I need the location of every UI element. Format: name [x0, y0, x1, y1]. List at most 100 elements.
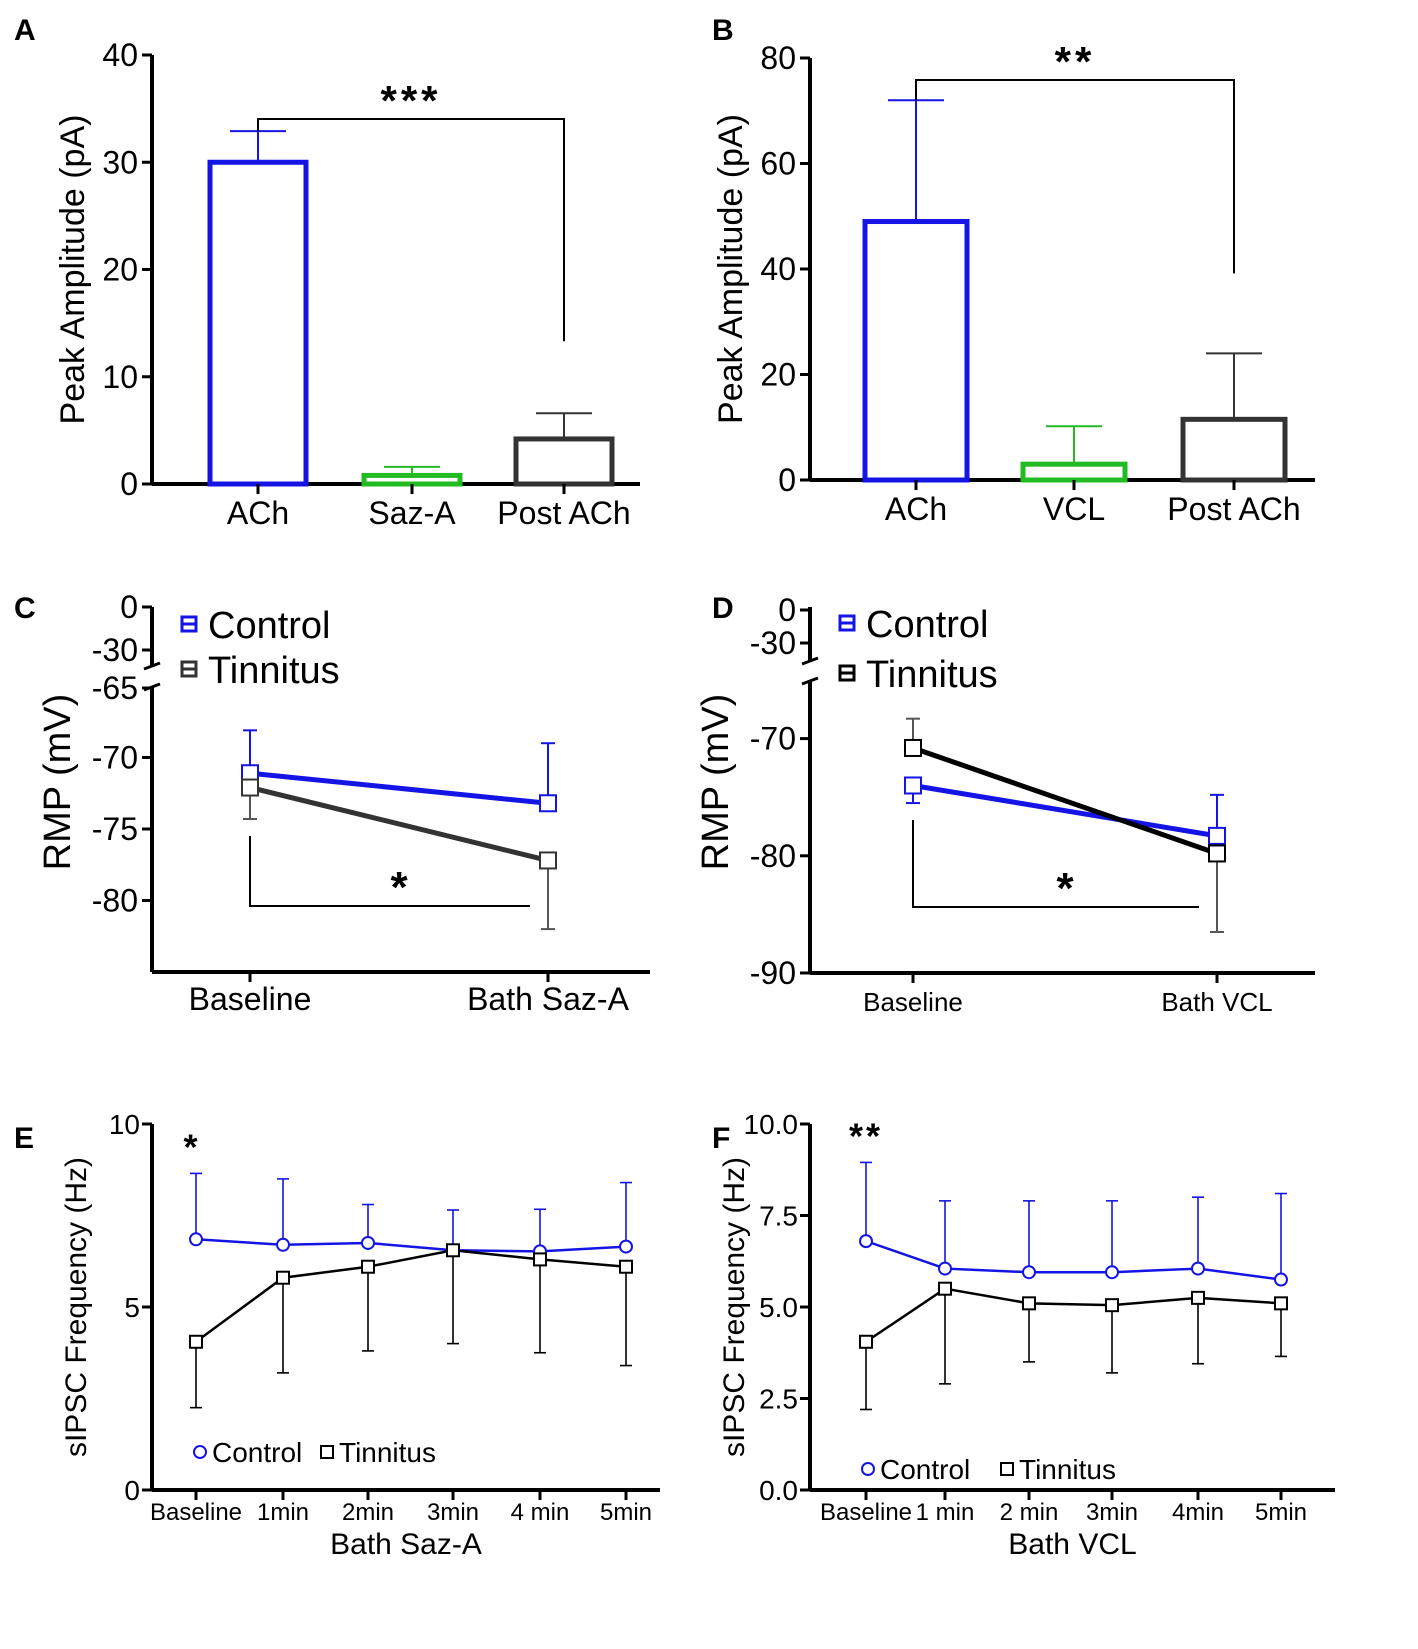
x-tick-label-f: 3min [1086, 1499, 1138, 1526]
x-tick-label-d: Bath VCL [1161, 987, 1272, 1017]
axis-break-c [143, 661, 161, 671]
marker-control-d [904, 776, 922, 795]
marker-control-e [189, 1232, 203, 1247]
panel-letter-b: B [712, 14, 734, 47]
marker-tinnitus-d [1208, 844, 1226, 863]
significance-bracket-c [249, 836, 530, 907]
bar-a [361, 472, 463, 487]
legend-label-control-c: Control [208, 605, 331, 647]
marker-tinnitus-c [539, 851, 557, 870]
y-tick-label-f: 2.5 [759, 1384, 798, 1415]
axis-break-d [801, 656, 819, 666]
bar-a [513, 436, 615, 487]
x-axis-title-f: Bath VCL [1008, 1528, 1136, 1561]
y-tick-label-a: 0 [120, 466, 138, 502]
y-tick-label-b: 60 [760, 146, 796, 182]
marker-control-e [619, 1239, 633, 1254]
significance-bracket-a [257, 118, 565, 342]
y-axis-title-c: RMP (mV) [37, 694, 79, 871]
x-tick-label-f: Baseline [820, 1499, 912, 1526]
y-tick-label-c: -70 [92, 740, 138, 776]
marker-tinnitus-f [1022, 1296, 1036, 1311]
axis-break-d [801, 676, 819, 686]
significance-bracket-d [912, 820, 1199, 908]
y-tick-label-e: 0 [124, 1475, 140, 1506]
x-tick-label-b: ACh [885, 491, 947, 527]
y-tick-label-b: 0 [778, 462, 796, 498]
y-tick-label-a: 30 [102, 144, 138, 180]
legend-marker-tinnitus-e [320, 1445, 334, 1459]
significance-label-d: * [1056, 864, 1074, 913]
marker-tinnitus-f [1191, 1290, 1205, 1305]
legend-label-control-f: Control [880, 1454, 970, 1485]
marker-tinnitus-e [189, 1334, 203, 1349]
series-line-tinnitus-c [249, 785, 549, 863]
y-tick-label-f: 0.0 [759, 1475, 798, 1506]
marker-tinnitus-e [361, 1259, 375, 1274]
y-tick-label-a: 10 [102, 359, 138, 395]
series-line-tinnitus-e [195, 1249, 627, 1343]
y-axis-title-f: sIPSC Frequency (Hz) [718, 1157, 751, 1457]
legend-label-tinnitus-c: Tinnitus [208, 650, 340, 692]
x-tick-label-e: 4 min [511, 1499, 570, 1526]
marker-control-f [938, 1261, 952, 1276]
x-tick-label-e: 1min [257, 1499, 309, 1526]
series-line-control-d [912, 783, 1218, 839]
x-tick-label-a: ACh [227, 495, 289, 531]
x-tick-label-e: 3min [427, 1499, 479, 1526]
marker-control-f [1191, 1261, 1205, 1276]
bar-b [1180, 416, 1288, 483]
y-tick-label-d: -80 [750, 838, 796, 874]
bar-a [207, 159, 309, 487]
y-tick-label-c: -30 [92, 632, 138, 668]
marker-tinnitus-f [1274, 1296, 1288, 1311]
y-tick-label-d: -30 [750, 625, 796, 661]
marker-control-f [1022, 1265, 1036, 1280]
legend-label-control-e: Control [212, 1437, 302, 1468]
legend-label-tinnitus-f: Tinnitus [1019, 1454, 1116, 1485]
marker-control-f [859, 1234, 873, 1249]
marker-tinnitus-e [619, 1259, 633, 1274]
x-tick-label-b: Post ACh [1167, 491, 1300, 527]
marker-tinnitus-d [904, 738, 922, 757]
marker-control-e [276, 1237, 290, 1252]
y-axis-title-e: sIPSC Frequency (Hz) [60, 1157, 93, 1457]
x-tick-label-f: 1 min [916, 1499, 975, 1526]
significance-label-c: * [390, 863, 408, 912]
x-tick-label-f: 4min [1172, 1499, 1224, 1526]
y-axis-title-b: Peak Amplitude (pA) [712, 114, 750, 424]
x-tick-label-c: Bath Saz-A [467, 981, 630, 1017]
legend-label-tinnitus-e: Tinnitus [339, 1437, 436, 1468]
y-tick-label-d: -90 [750, 955, 796, 991]
y-axis-title-a: Peak Amplitude (pA) [54, 115, 92, 425]
y-tick-label-c: 0 [120, 589, 138, 625]
x-tick-label-b: VCL [1043, 491, 1105, 527]
panel-letter-d: D [712, 592, 734, 625]
marker-tinnitus-e [533, 1252, 547, 1267]
y-tick-label-f: 10.0 [744, 1109, 799, 1140]
y-tick-label-e: 5 [124, 1292, 140, 1323]
y-tick-label-d: 0 [778, 592, 796, 628]
legend-marker-control-e [193, 1445, 207, 1459]
panel-letter-c: C [14, 592, 36, 625]
series-line-control-c [249, 770, 549, 806]
legend-label-tinnitus-d: Tinnitus [866, 654, 998, 696]
marker-control-f [1105, 1265, 1119, 1280]
x-tick-label-d: Baseline [863, 987, 963, 1017]
series-line-tinnitus-d [912, 745, 1218, 856]
y-tick-label-b: 40 [760, 251, 796, 287]
x-tick-label-f: 2 min [1000, 1499, 1059, 1526]
significance-label-f: ** [849, 1115, 883, 1156]
y-tick-label-c: -65 [92, 670, 138, 706]
legend-label-control-d: Control [866, 604, 989, 646]
x-tick-label-a: Post ACh [497, 495, 630, 531]
y-tick-label-a: 40 [102, 37, 138, 73]
bar-b [862, 219, 970, 483]
x-tick-label-e: 2min [342, 1499, 394, 1526]
significance-label-b: ** [1055, 38, 1096, 85]
panel-letter-a: A [14, 14, 36, 47]
x-tick-label-c: Baseline [189, 981, 312, 1017]
marker-tinnitus-f [938, 1281, 952, 1296]
marker-tinnitus-c [241, 778, 259, 797]
